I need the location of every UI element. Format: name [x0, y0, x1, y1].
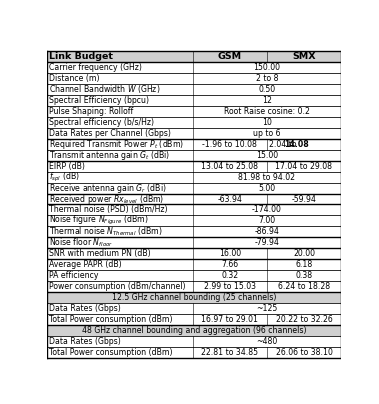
- Text: 13.04 to 25.08: 13.04 to 25.08: [201, 162, 258, 170]
- Text: 81.98 to 94.02: 81.98 to 94.02: [238, 173, 296, 181]
- Text: -86.94: -86.94: [254, 227, 279, 236]
- Bar: [47, 238, 341, 248]
- Text: Average PAPR (dB): Average PAPR (dB): [49, 260, 122, 269]
- Text: 2 to 8: 2 to 8: [256, 74, 278, 83]
- Text: 0.32: 0.32: [221, 271, 238, 280]
- Text: Pulse Shaping: Rolloff: Pulse Shaping: Rolloff: [49, 107, 134, 116]
- Text: ~480: ~480: [256, 337, 277, 346]
- Text: Total Power consumption (dBm): Total Power consumption (dBm): [49, 315, 173, 324]
- Text: -63.94: -63.94: [217, 194, 242, 204]
- Text: 2.99 to 15.03: 2.99 to 15.03: [204, 282, 256, 291]
- Text: 17.04 to 29.08: 17.04 to 29.08: [276, 162, 332, 170]
- Text: -174.00: -174.00: [252, 206, 282, 215]
- Bar: [47, 106, 341, 117]
- Text: 10: 10: [262, 118, 272, 127]
- Text: GSM: GSM: [218, 52, 242, 61]
- Text: -79.94: -79.94: [254, 238, 279, 247]
- Bar: [47, 84, 341, 95]
- Text: up to 6: up to 6: [253, 129, 281, 138]
- Text: Data Rates per Channel (Gbps): Data Rates per Channel (Gbps): [49, 129, 171, 138]
- Bar: [47, 303, 341, 314]
- Text: 20.22 to 32.26: 20.22 to 32.26: [276, 315, 332, 324]
- Text: Transmit antenna gain $G_t$ (dBi): Transmit antenna gain $G_t$ (dBi): [49, 149, 171, 162]
- Text: 22.81 to 34.85: 22.81 to 34.85: [201, 348, 258, 357]
- Text: Power consumption (dBm/channel): Power consumption (dBm/channel): [49, 282, 186, 291]
- Text: Required Transmit Power $P_t$ (dBm): Required Transmit Power $P_t$ (dBm): [49, 138, 185, 151]
- Bar: [47, 161, 341, 172]
- Text: Carrier frequency (GHz): Carrier frequency (GHz): [49, 63, 142, 72]
- Text: 12.5 GHz channel bounding (25 channels): 12.5 GHz channel bounding (25 channels): [112, 293, 276, 302]
- Text: 14.08: 14.08: [284, 140, 309, 149]
- Bar: [47, 259, 341, 270]
- Text: Channel Bandwidth $W$ (GHz): Channel Bandwidth $W$ (GHz): [49, 83, 161, 95]
- Text: SNR with medium PN (dB): SNR with medium PN (dB): [49, 249, 151, 258]
- Bar: [47, 270, 341, 281]
- Bar: [47, 248, 341, 259]
- Bar: [47, 62, 341, 73]
- Bar: [47, 347, 341, 358]
- Text: Thermal noise $N_{Thermal}$ (dBm): Thermal noise $N_{Thermal}$ (dBm): [49, 226, 163, 238]
- Text: Distance (m): Distance (m): [49, 74, 100, 83]
- Text: 48 GHz channel bounding and aggregation (96 channels): 48 GHz channel bounding and aggregation …: [82, 326, 307, 335]
- Bar: [193, 51, 267, 62]
- Text: SMX: SMX: [292, 52, 316, 61]
- Text: 5.00: 5.00: [258, 183, 276, 193]
- Text: -1.96 to 10.08: -1.96 to 10.08: [202, 140, 257, 149]
- Text: Receive antenna gain $G_r$ (dBi): Receive antenna gain $G_r$ (dBi): [49, 181, 167, 195]
- Bar: [47, 292, 341, 303]
- Bar: [47, 325, 341, 336]
- Bar: [47, 172, 341, 183]
- Text: Spectral Efficiency (bpcu): Spectral Efficiency (bpcu): [49, 96, 149, 105]
- Text: Thermal noise (PSD) (dBm/Hz): Thermal noise (PSD) (dBm/Hz): [49, 206, 168, 215]
- Text: 26.06 to 38.10: 26.06 to 38.10: [276, 348, 332, 357]
- Text: Data Rates (Gbps): Data Rates (Gbps): [49, 337, 121, 346]
- Text: Root Raise cosine: 0.2: Root Raise cosine: 0.2: [224, 107, 310, 116]
- Bar: [47, 314, 341, 325]
- Bar: [47, 139, 341, 149]
- Bar: [47, 183, 341, 194]
- Bar: [47, 149, 341, 161]
- Text: Spectral efficiency (b/s/Hz): Spectral efficiency (b/s/Hz): [49, 118, 154, 127]
- Text: 15.00: 15.00: [256, 151, 278, 160]
- Bar: [47, 215, 341, 226]
- Bar: [47, 281, 341, 292]
- Bar: [47, 117, 341, 128]
- Bar: [47, 95, 341, 106]
- Text: 12: 12: [262, 96, 272, 105]
- Text: 0.38: 0.38: [295, 271, 313, 280]
- Bar: [47, 73, 341, 84]
- Text: 150.00: 150.00: [254, 63, 280, 72]
- Text: -59.94: -59.94: [291, 194, 316, 204]
- Text: Data Rates (Gbps): Data Rates (Gbps): [49, 304, 121, 313]
- Text: 6.24 to 18.28: 6.24 to 18.28: [278, 282, 330, 291]
- Bar: [47, 128, 341, 139]
- Text: 6.18: 6.18: [295, 260, 313, 269]
- Text: 16.97 to 29.01: 16.97 to 29.01: [201, 315, 258, 324]
- Text: 7.66: 7.66: [221, 260, 238, 269]
- Bar: [47, 194, 341, 204]
- Bar: [47, 51, 193, 62]
- Text: Noise figure $N_{Figure}$ (dBm): Noise figure $N_{Figure}$ (dBm): [49, 215, 149, 227]
- Text: Total Power consumption (dBm): Total Power consumption (dBm): [49, 348, 173, 357]
- Text: Link Budget: Link Budget: [49, 52, 113, 61]
- Text: 0.50: 0.50: [258, 85, 276, 94]
- Text: Noise floor $N_{floor}$: Noise floor $N_{floor}$: [49, 237, 114, 249]
- Text: EIRP (dB): EIRP (dB): [49, 162, 85, 170]
- Bar: [267, 51, 341, 62]
- Text: 7.00: 7.00: [258, 217, 276, 225]
- Text: 20.00: 20.00: [293, 249, 315, 258]
- Text: PA efficiency: PA efficiency: [49, 271, 99, 280]
- Bar: [47, 226, 341, 238]
- Text: 2.04 to: 2.04 to: [269, 140, 299, 149]
- Text: 16.00: 16.00: [219, 249, 241, 258]
- Bar: [47, 336, 341, 347]
- Text: ~125: ~125: [256, 304, 277, 313]
- Text: Received power $Rx_{level}$ (dBm): Received power $Rx_{level}$ (dBm): [49, 192, 164, 206]
- Text: $f_{spl}$ (dB): $f_{spl}$ (dB): [49, 170, 80, 184]
- Bar: [47, 204, 341, 215]
